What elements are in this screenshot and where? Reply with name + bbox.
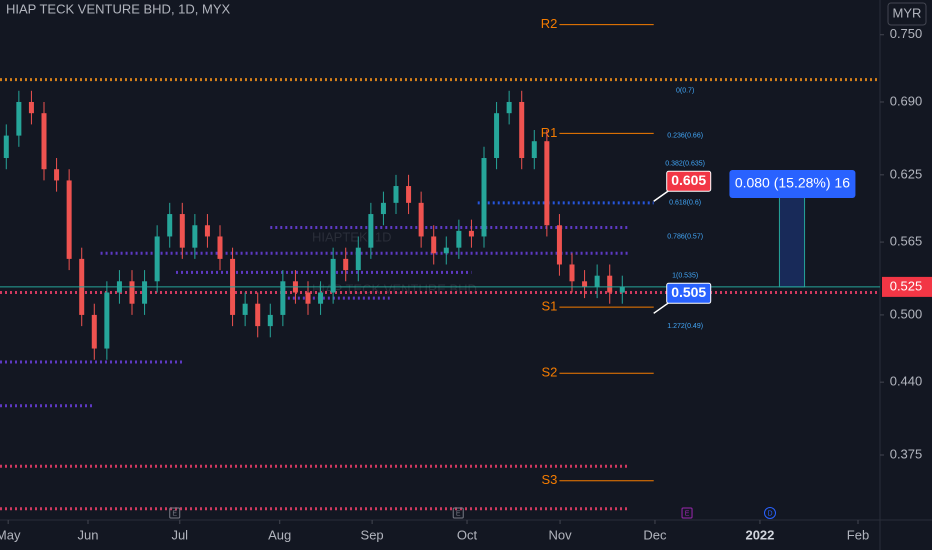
candle-body — [91, 314, 97, 349]
candle-body — [519, 101, 525, 159]
y-tick-label: 0.690 — [890, 93, 923, 108]
candle-body — [129, 281, 135, 304]
candle-body — [468, 230, 474, 237]
candle-body — [242, 303, 248, 315]
candle-body — [154, 236, 160, 282]
candle-body — [104, 292, 110, 349]
event-label: D — [767, 510, 772, 517]
x-tick-label: Feb — [847, 527, 869, 542]
y-tick-label: 0.440 — [890, 374, 923, 389]
candle-body — [418, 202, 424, 237]
x-tick-label: Sep — [361, 527, 384, 542]
fib-label: 0.382(0.635) — [665, 160, 705, 167]
candle-body — [443, 247, 449, 254]
candle-body — [406, 186, 412, 203]
candle-body — [481, 158, 487, 237]
x-tick-label: May — [0, 527, 21, 542]
candle-body — [267, 314, 273, 327]
candle-body — [506, 101, 512, 114]
x-tick-label: Jul — [171, 527, 188, 542]
fib-label: 0.618(0.6) — [669, 200, 701, 207]
event-icon — [452, 507, 464, 519]
candle-body — [594, 275, 600, 287]
price-label: 0.505 — [671, 284, 706, 300]
price-label-box — [666, 282, 712, 304]
x-tick-label: Dec — [643, 527, 667, 542]
symbol-header: HIAP TECK VENTURE BHD, 1D, MYX — [6, 1, 231, 16]
x-tick-label: Nov — [548, 527, 572, 542]
event-label: E — [172, 510, 177, 517]
candle-body — [368, 214, 374, 248]
candle-body — [217, 236, 223, 259]
event-icon — [681, 507, 693, 519]
y-tick-label: 0.375 — [890, 446, 923, 461]
candle-body — [380, 202, 386, 215]
fib-label: 1.272(0.49) — [667, 323, 703, 330]
pivot-label: R1 — [541, 125, 558, 140]
fib-label: 1(0.535) — [672, 273, 698, 280]
candle-body — [607, 275, 613, 293]
candle-body — [41, 113, 47, 170]
last-price-box — [882, 276, 932, 297]
candle-body — [393, 186, 399, 203]
currency[interactable]: MYR — [893, 5, 922, 20]
measure-box — [778, 196, 806, 288]
pivot-label: S1 — [542, 299, 558, 314]
event-icon — [169, 507, 181, 519]
candle-body — [343, 258, 349, 271]
candle-body — [255, 303, 261, 327]
y-tick-label: 0.625 — [890, 166, 923, 181]
last-price-label: 0.525 — [890, 278, 923, 293]
x-tick-label: Aug — [268, 527, 291, 542]
candle-body — [54, 169, 60, 181]
y-tick-label: 0.565 — [890, 234, 923, 249]
candle-body — [569, 264, 575, 282]
watermark-ticker: HIAPTEK, 1D — [312, 229, 391, 244]
x-tick-label: 2022 — [745, 527, 774, 542]
candle-body — [431, 236, 437, 254]
event-icon — [764, 507, 776, 519]
candle-body — [142, 281, 148, 304]
candle-body — [318, 292, 324, 304]
pivot-label: R2 — [541, 16, 558, 31]
candle-body — [204, 225, 210, 237]
candle-body — [179, 214, 185, 248]
event-label: E — [456, 510, 461, 517]
candle-body — [494, 113, 500, 159]
candle-body — [355, 247, 361, 271]
candle-body — [619, 286, 625, 293]
price-label: 0.605 — [671, 172, 706, 188]
currency-box[interactable] — [887, 2, 927, 26]
candle-body — [305, 292, 311, 304]
candle-body — [582, 281, 588, 287]
price-label-box — [666, 170, 712, 192]
candle-body — [28, 101, 34, 114]
measure-label: 0.080 (15.28%) 16 — [735, 175, 850, 191]
candle-body — [330, 258, 336, 293]
y-tick-label: 0.500 — [890, 306, 923, 321]
candle-body — [3, 135, 9, 159]
y-tick-label: 0.750 — [890, 26, 923, 41]
candle-body — [456, 230, 462, 248]
x-tick-label: Oct — [457, 527, 478, 542]
candle-body — [556, 225, 562, 265]
event-label: E — [685, 510, 690, 517]
candle-body — [16, 101, 22, 136]
watermark-name: HIAP TECK VENTURE BHD — [312, 281, 477, 296]
candle-body — [192, 225, 198, 248]
candle-body — [280, 281, 286, 315]
candle-body — [544, 141, 550, 226]
x-tick-label: Jun — [78, 527, 99, 542]
candle-body — [531, 141, 537, 159]
fib-label: 0.786(0.57) — [667, 233, 703, 240]
pivot-label: S3 — [542, 472, 558, 487]
candle-body — [167, 214, 173, 237]
pivot-label: S2 — [542, 365, 558, 380]
fib-label: 0.236(0.66) — [667, 132, 703, 139]
measure-label-box — [729, 170, 856, 198]
candle-body — [66, 180, 72, 259]
fib-label: 0(0.7) — [676, 88, 694, 95]
